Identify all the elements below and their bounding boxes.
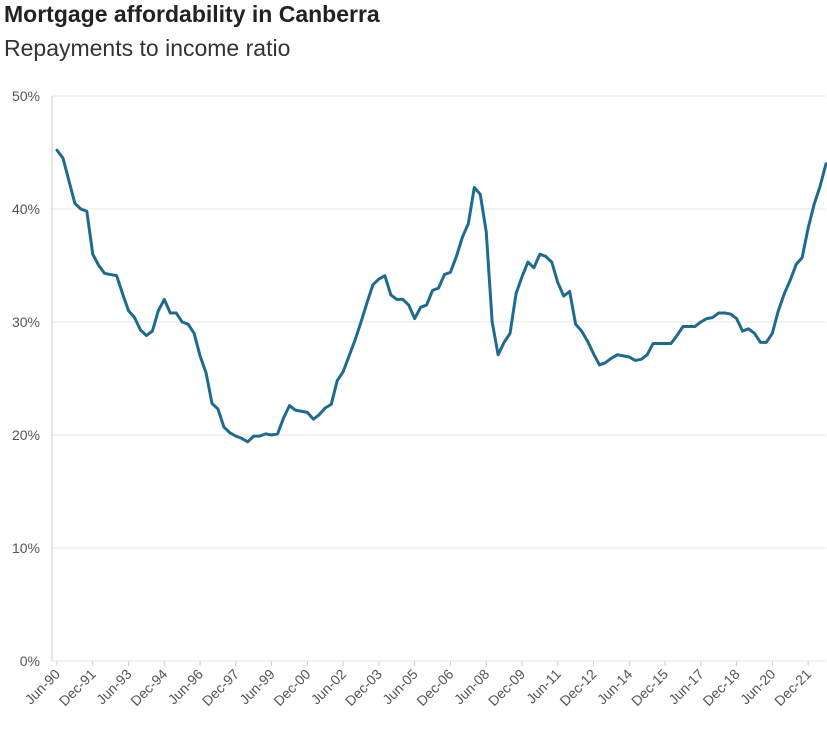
x-tick-label: Dec-00	[270, 666, 313, 709]
x-tick-label: Dec-97	[199, 666, 242, 709]
x-tick-label: Dec-18	[699, 666, 742, 709]
y-tick-label: 30%	[12, 314, 40, 330]
x-tick-label: Jun-90	[22, 666, 64, 708]
x-tick-label: Jun-99	[236, 666, 278, 708]
x-tick-label: Dec-12	[556, 666, 599, 709]
x-tick-label: Jun-05	[379, 666, 421, 708]
x-tick-label: Jun-96	[165, 666, 207, 708]
x-tick-label: Jun-02	[308, 666, 350, 708]
x-tick-label: Jun-08	[451, 666, 493, 708]
x-tick-label: Dec-03	[342, 666, 385, 709]
y-tick-label: 0%	[20, 653, 40, 669]
x-tick-label: Dec-09	[485, 666, 528, 709]
x-tick-label: Jun-20	[737, 666, 779, 708]
y-tick-label: 50%	[12, 88, 40, 104]
x-tick-label: Dec-21	[771, 666, 814, 709]
y-tick-label: 40%	[12, 201, 40, 217]
line	[55, 148, 827, 444]
y-tick-label: 10%	[12, 540, 40, 556]
x-tick-label: Dec-06	[413, 666, 456, 709]
chart-title: Mortgage affordability in Canberra	[4, 1, 380, 27]
y-tick-label: 20%	[12, 427, 40, 443]
x-tick-label: Jun-14	[594, 666, 636, 708]
x-tick-label: Dec-15	[628, 666, 671, 709]
x-tick-label: Dec-91	[56, 666, 99, 709]
x-tick-label: Jun-17	[665, 666, 707, 708]
x-tick-label: Jun-93	[93, 666, 135, 708]
chart-subtitle: Repayments to income ratio	[4, 35, 290, 61]
x-tick-label: Dec-94	[127, 666, 170, 709]
